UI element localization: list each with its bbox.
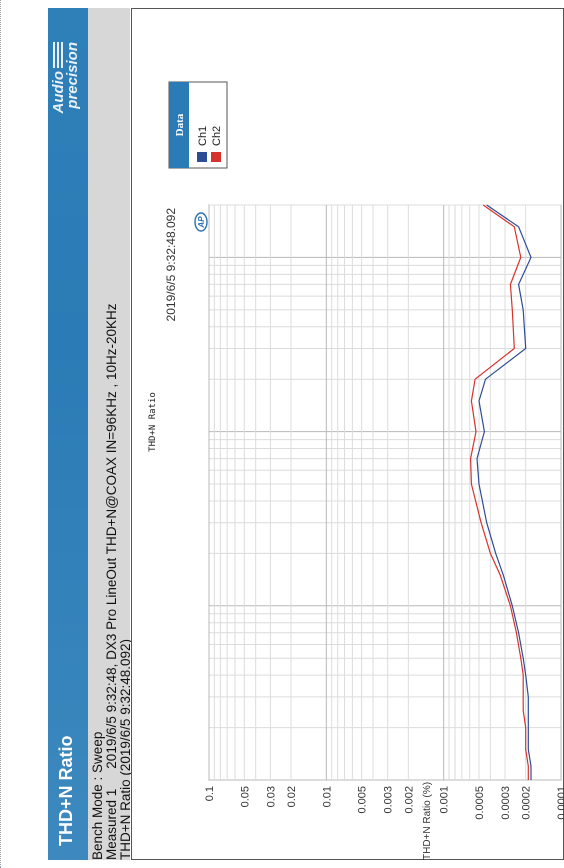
- measured-line: Measured 1 2019/6/5 9:32:48, DX3 Pro Line…: [104, 304, 119, 860]
- y-tick-label: 0.01: [321, 786, 333, 807]
- legend-label-ch1: Ch1: [197, 126, 209, 146]
- y-tick-label: 0.02: [286, 786, 298, 807]
- thdn-chart: 0.1 0.05 0.03 0.02 0.01 0.005 0.003 0.002 0.001 0…: [148, 81, 564, 820]
- report-title: THD+N Ratio: [56, 735, 76, 846]
- y-tick-label: 0.1: [204, 786, 216, 801]
- legend-swatch-ch2: [211, 152, 221, 162]
- measured-label: Measured 1: [104, 788, 119, 860]
- y-tick-label: 0.03: [265, 786, 277, 807]
- legend-header: [169, 82, 189, 168]
- y-tick-label: 0.0003: [500, 786, 512, 820]
- plot-area: [208, 204, 562, 781]
- y-tick-label: 0.05: [239, 786, 251, 807]
- chart-timestamp: 2019/6/5 9:32:48.092: [164, 208, 178, 322]
- y-tick-label: 0.002: [403, 786, 415, 814]
- page-edge-divider: [0, 0, 9, 868]
- y-tick-label: 0.0002: [521, 786, 533, 820]
- legend-title: Data: [174, 113, 186, 136]
- y-tick-label: 0.001: [439, 786, 451, 814]
- y-tick-label: 0.003: [383, 786, 395, 814]
- series-line-ch1: [476, 204, 532, 780]
- y-tick-label: 0.0005: [474, 786, 486, 820]
- legend-label-ch2: Ch2: [211, 126, 223, 146]
- bench-mode-text: Bench Mode : Sweep: [90, 731, 105, 860]
- ap-badge-text: AP: [197, 216, 206, 229]
- chart-title: THD+N Ratio: [148, 392, 158, 452]
- legend-swatch-ch1: [197, 152, 207, 162]
- y-tick-label: 0.005: [357, 786, 369, 814]
- audio-precision-logo: Audio precision: [50, 42, 81, 114]
- logo-text-precision: precision: [64, 42, 81, 109]
- y-axis-label: THD+N Ratio (%): [422, 782, 433, 860]
- ap-badge-icon: [194, 212, 208, 232]
- y-tick-label: 0.0001: [556, 786, 564, 820]
- measured-detail: 2019/6/5 9:32:48, DX3 Pro LineOut THD+N@…: [104, 303, 119, 769]
- report-header-bar: THD+N Ratio Audio precision: [48, 8, 88, 860]
- series-line-ch2: [469, 204, 529, 780]
